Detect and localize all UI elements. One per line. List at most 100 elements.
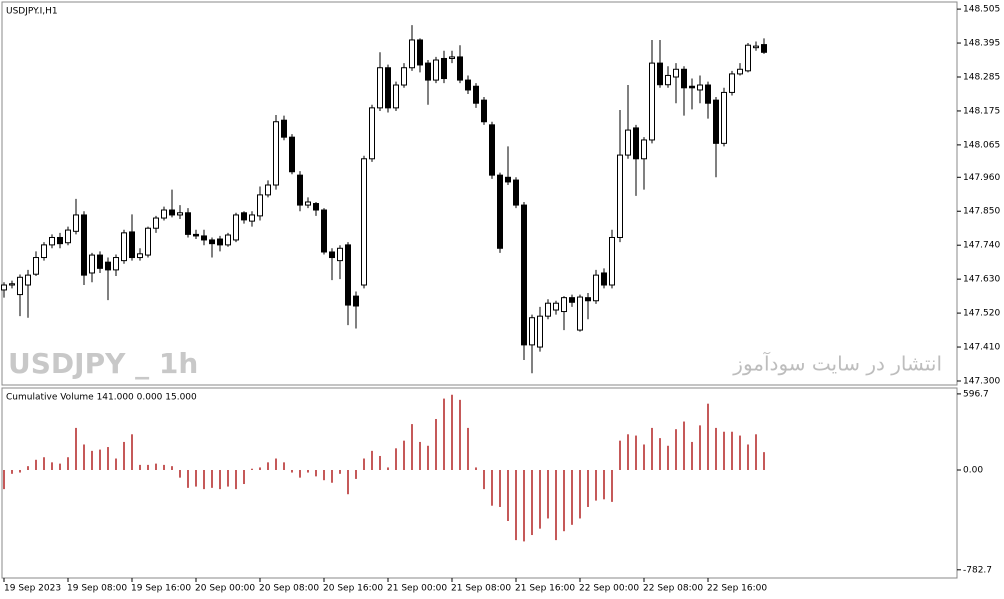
volume-bar bbox=[459, 399, 461, 470]
volume-bar bbox=[355, 469, 357, 479]
volume-bar bbox=[443, 398, 445, 470]
volume-bar bbox=[403, 440, 405, 470]
candle-body bbox=[273, 121, 279, 186]
volume-bar bbox=[499, 469, 501, 507]
y-tick-label: 147.850 bbox=[963, 207, 1000, 217]
volume-bar bbox=[723, 431, 725, 470]
volume-bar bbox=[35, 459, 37, 470]
volume-bar bbox=[307, 469, 309, 473]
volume-bar bbox=[347, 469, 349, 495]
volume-bar bbox=[187, 469, 189, 488]
volume-bar bbox=[3, 469, 5, 490]
volume-bar bbox=[259, 467, 261, 470]
candle-body bbox=[337, 247, 343, 262]
y-tick-label: 147.740 bbox=[963, 241, 1000, 251]
y-tick-label: 147.960 bbox=[963, 173, 1000, 183]
volume-bar bbox=[267, 462, 269, 470]
volume-bar bbox=[691, 441, 693, 470]
volume-bar bbox=[323, 469, 325, 481]
candle-body bbox=[689, 85, 695, 89]
volume-bar bbox=[763, 452, 765, 470]
volume-bar bbox=[107, 447, 109, 470]
volume-bar bbox=[251, 468, 253, 470]
candle-body bbox=[569, 297, 575, 303]
volume-bar bbox=[595, 469, 597, 501]
price-panel bbox=[1, 1, 958, 386]
candle-body bbox=[473, 85, 479, 104]
x-tick-label: 21 Sep 16:00 bbox=[515, 584, 575, 594]
x-tick-label: 22 Sep 16:00 bbox=[707, 584, 767, 594]
volume-bar bbox=[27, 466, 29, 470]
candle-body bbox=[209, 239, 215, 245]
candle-body bbox=[1, 284, 7, 291]
y-tick-label: 147.410 bbox=[963, 343, 1000, 353]
candle-body bbox=[761, 44, 767, 53]
candle-body bbox=[625, 129, 631, 156]
chart-title: USDJPY.I,H1 bbox=[6, 7, 58, 17]
volume-bar bbox=[531, 469, 533, 536]
candle-body bbox=[217, 238, 223, 246]
x-tick-label: 19 Sep 2023 bbox=[4, 584, 61, 594]
volume-bar bbox=[83, 444, 85, 470]
x-tick-label: 22 Sep 00:00 bbox=[579, 584, 639, 594]
x-tick-label: 20 Sep 00:00 bbox=[195, 584, 255, 594]
volume-bar bbox=[371, 450, 373, 470]
candle-body bbox=[593, 274, 599, 302]
volume-bar bbox=[115, 458, 117, 470]
volume-bar bbox=[643, 444, 645, 470]
candle-body bbox=[225, 234, 231, 246]
candle-body bbox=[81, 214, 87, 276]
candle-body bbox=[289, 136, 295, 173]
volume-bar bbox=[219, 469, 221, 490]
candle-body bbox=[697, 84, 703, 91]
volume-bar bbox=[755, 434, 757, 470]
candle-body bbox=[425, 62, 431, 81]
volume-bar bbox=[163, 464, 165, 470]
volume-bar bbox=[179, 469, 181, 478]
x-tick-label: 22 Sep 08:00 bbox=[643, 584, 703, 594]
volume-bar bbox=[587, 469, 589, 507]
candle-body bbox=[305, 201, 311, 206]
candle-body bbox=[481, 99, 487, 123]
candle-body bbox=[25, 274, 31, 286]
volume-bar bbox=[555, 469, 557, 541]
candle-body bbox=[417, 39, 423, 66]
candle-body bbox=[401, 67, 407, 86]
candle-body bbox=[257, 194, 263, 217]
volume-bar bbox=[75, 427, 77, 470]
x-tick-label: 20 Sep 08:00 bbox=[259, 584, 319, 594]
volume-bar bbox=[195, 469, 197, 487]
candle-body bbox=[97, 254, 103, 269]
candle-body bbox=[385, 67, 391, 109]
candle-body bbox=[313, 203, 319, 211]
candle-body bbox=[9, 283, 15, 286]
volume-bar bbox=[211, 469, 213, 488]
volume-bar bbox=[491, 469, 493, 506]
candle-body bbox=[617, 154, 623, 238]
y-tick-label: 147.520 bbox=[963, 309, 1000, 319]
candle-body bbox=[321, 209, 327, 253]
volume-bar bbox=[515, 469, 517, 541]
volume-bar bbox=[467, 427, 469, 470]
volume-bar bbox=[227, 469, 229, 487]
volume-bar bbox=[91, 450, 93, 470]
candle-body bbox=[665, 74, 671, 86]
volume-bar bbox=[571, 469, 573, 525]
volume-bar bbox=[331, 469, 333, 483]
y-tick-label: -782.7 bbox=[963, 565, 992, 575]
candle-body bbox=[633, 127, 639, 160]
volume-bar bbox=[243, 469, 245, 485]
volume-bar bbox=[411, 424, 413, 470]
candle-body bbox=[73, 214, 79, 232]
candle-body bbox=[177, 212, 183, 216]
y-tick-label: 0.00 bbox=[963, 465, 983, 475]
volume-bar bbox=[291, 469, 293, 473]
volume-bar bbox=[667, 445, 669, 470]
candle-body bbox=[545, 302, 551, 317]
volume-bar bbox=[619, 440, 621, 470]
candle-body bbox=[89, 254, 95, 274]
candle-body bbox=[193, 233, 199, 237]
volume-bar bbox=[283, 462, 285, 470]
candle-body bbox=[361, 158, 367, 286]
y-tick-label: 148.175 bbox=[963, 106, 1000, 116]
